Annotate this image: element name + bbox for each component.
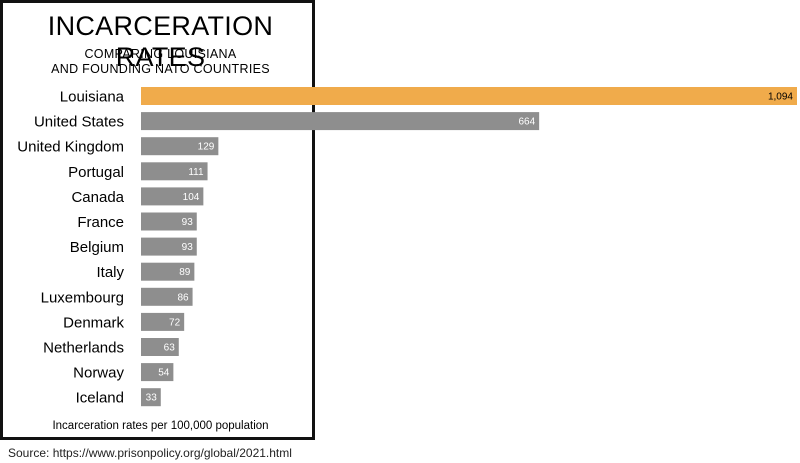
value-label: 111 [188, 167, 204, 178]
category-label: Louisiana [60, 89, 125, 106]
category-label: Denmark [63, 314, 124, 331]
bar-row: Luxembourg 86 [41, 287, 193, 306]
category-label: Iceland [76, 390, 124, 407]
value-label: 63 [164, 343, 176, 354]
category-label: Portugal [68, 164, 124, 181]
bar-row: Italy 89 [96, 262, 195, 281]
bar [141, 162, 208, 181]
bar-row: Portugal 111 [68, 162, 208, 181]
bar-row: France 93 [77, 212, 197, 231]
axis-label: Incarceration rates per 100,000 populati… [52, 420, 269, 432]
bar [141, 388, 161, 407]
bar [141, 237, 197, 256]
bar [141, 338, 179, 356]
value-label: 33 [146, 393, 158, 404]
value-label: 54 [158, 368, 170, 379]
value-label: 664 [518, 117, 535, 128]
value-label: 89 [179, 267, 191, 278]
value-label: 129 [198, 142, 215, 153]
category-label: Canada [71, 189, 124, 206]
bar-row: Louisiana 1,094 [60, 87, 797, 106]
chart-title: INCARCERATION RATES [47, 11, 274, 72]
value-label: 72 [169, 317, 181, 328]
bar [141, 137, 219, 156]
bar [141, 212, 197, 231]
subtitle-line-2: AND FOUNDING NATO COUNTRIES [51, 62, 270, 76]
bar [141, 112, 540, 131]
bar [141, 262, 195, 281]
bar [141, 312, 185, 331]
bar [141, 363, 174, 382]
category-label: Norway [73, 365, 124, 382]
value-label: 93 [182, 242, 194, 253]
category-label: Luxembourg [41, 289, 124, 306]
category-label: France [77, 214, 124, 231]
bar-row: Iceland 33 [76, 388, 161, 407]
category-label: United States [34, 114, 124, 131]
category-label: Italy [96, 264, 124, 281]
bar [141, 87, 797, 105]
bar-row: Canada 104 [71, 187, 204, 206]
bar-row: United States 664 [34, 112, 540, 131]
bar [141, 287, 193, 306]
bar-row: Belgium 93 [70, 237, 197, 256]
category-label: United Kingdom [17, 139, 124, 156]
value-label: 86 [177, 292, 189, 303]
category-label: Netherlands [43, 340, 124, 357]
bar-row: Netherlands 63 [43, 338, 179, 357]
bar [141, 187, 204, 206]
chart-subtitle: COMPARING LOUISIANA AND FOUNDING NATO CO… [3, 47, 318, 77]
value-label: 93 [182, 217, 194, 228]
value-label: 1,094 [768, 92, 793, 103]
value-label: 104 [183, 192, 200, 203]
bar-row: Norway 54 [73, 363, 174, 382]
bar-row: Denmark 72 [63, 312, 185, 331]
category-label: Belgium [70, 239, 124, 256]
bar-row: United Kingdom 129 [17, 137, 219, 156]
source-note: Source: https://www.prisonpolicy.org/glo… [8, 446, 292, 460]
subtitle-line-1: COMPARING LOUISIANA [84, 47, 237, 61]
